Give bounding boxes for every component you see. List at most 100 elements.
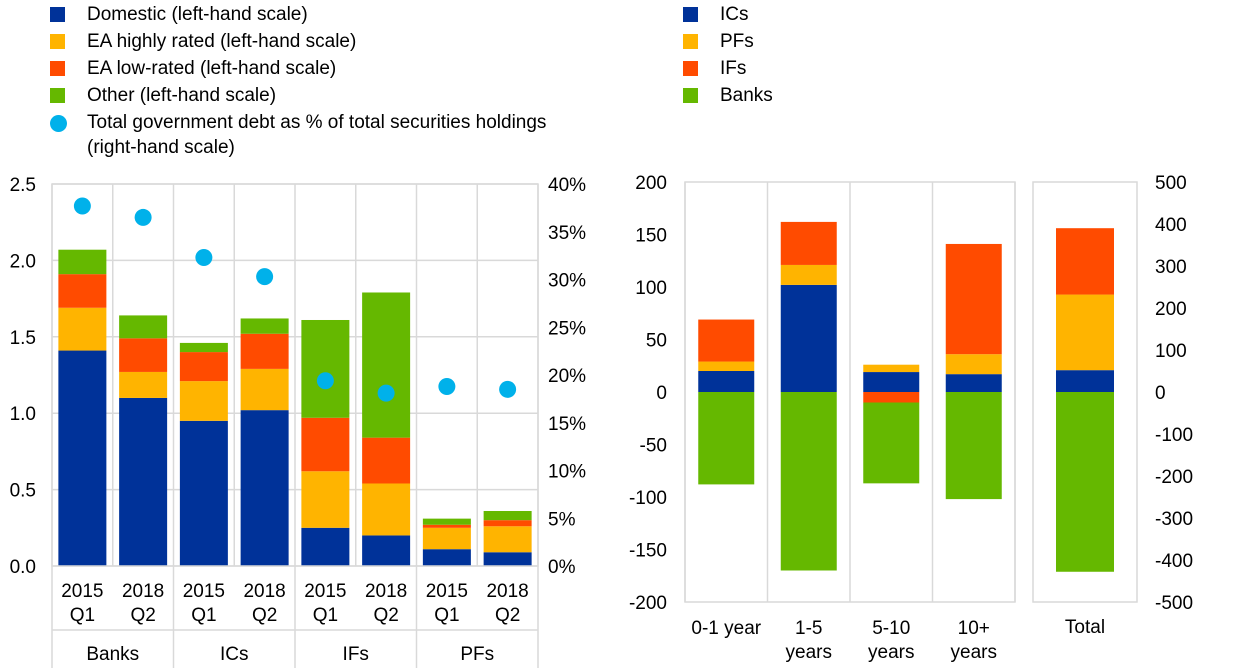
- y-axis-tick-label: 1.5: [10, 328, 36, 349]
- y-axis-tick-label: 0: [656, 383, 667, 404]
- bar-segment: [945, 374, 1002, 392]
- legend-swatch: [50, 61, 65, 76]
- bar-segment: [301, 417, 350, 472]
- scatter-point: [256, 268, 274, 286]
- bar-segment: [422, 524, 471, 528]
- bar-segment: [58, 350, 107, 566]
- bar-segment: [422, 527, 471, 550]
- bar-segment: [1056, 392, 1114, 572]
- bar-segment: [780, 392, 837, 571]
- legend-label: Other (left-hand scale): [87, 85, 277, 106]
- right-chart-legend: ICs PFs IFs Banks: [683, 2, 773, 108]
- scatter-point: [438, 377, 456, 395]
- y-axis-tick-label: 0.0: [10, 557, 36, 578]
- bar-segment: [362, 292, 411, 438]
- legend-swatch: [50, 88, 65, 103]
- right-legend-item: Banks: [683, 83, 773, 108]
- right-legend-item: PFs: [683, 29, 773, 54]
- bar-segment: [1056, 370, 1114, 392]
- bar-segment: [58, 249, 107, 275]
- bar-segment: [119, 371, 168, 398]
- legend-label: Total government debt as % of total secu…: [87, 112, 547, 158]
- scatter-point: [316, 372, 334, 390]
- x-axis-tick-label: 2015: [426, 581, 468, 602]
- x-axis-group-label: Banks: [86, 644, 139, 665]
- x-axis-tick-label: 2018: [486, 581, 528, 602]
- bar-segment: [179, 420, 228, 566]
- x-axis-tick-label: 5-10: [872, 618, 910, 639]
- x-axis-tick-label: Q2: [495, 605, 520, 626]
- y-axis-tick-label: 400: [1155, 215, 1187, 236]
- y-axis-tick-label: 50: [646, 331, 667, 352]
- bar-segment: [945, 354, 1002, 375]
- left-legend-item: Total government debt as % of total secu…: [50, 110, 546, 160]
- bar-segment: [362, 483, 411, 536]
- left-legend-item: Other (left-hand scale): [50, 83, 546, 108]
- y2-axis-tick-label: 40%: [548, 175, 586, 196]
- bar-segment: [240, 410, 289, 566]
- bar-segment: [483, 526, 532, 553]
- legend-label: EA low-rated (left-hand scale): [87, 58, 337, 79]
- bar-segment: [863, 392, 920, 403]
- x-axis-group-label: ICs: [220, 644, 249, 665]
- x-axis-tick-label: 2018: [243, 581, 285, 602]
- scatter-point: [73, 197, 91, 215]
- left-legend-item: Domestic (left-hand scale): [50, 2, 546, 27]
- bar-segment: [58, 274, 107, 308]
- bar-segment: [422, 549, 471, 566]
- bar-segment: [362, 535, 411, 566]
- bar-segment: [780, 284, 837, 392]
- y2-axis-tick-label: 20%: [548, 366, 586, 387]
- bar-segment: [119, 315, 168, 339]
- x-axis-tick-label: Q2: [373, 605, 398, 626]
- bar-segment: [863, 372, 920, 392]
- legend-label: EA highly rated (left-hand scale): [87, 31, 357, 52]
- x-axis-tick-label: Total: [1065, 617, 1105, 638]
- legend-label: Domestic (left-hand scale): [87, 4, 308, 25]
- bar-segment: [240, 333, 289, 369]
- bar-segment: [362, 437, 411, 484]
- bar-segment: [179, 381, 228, 421]
- x-axis-tick-label: Q2: [130, 605, 155, 626]
- bar-segment: [483, 520, 532, 527]
- y-axis-tick-label: -150: [629, 541, 667, 562]
- y2-axis-tick-label: 0%: [548, 557, 576, 578]
- y2-axis-tick-label: 5%: [548, 509, 576, 530]
- bar-segment: [119, 397, 168, 566]
- bar-segment: [945, 243, 1002, 355]
- bar-segment: [179, 342, 228, 353]
- bar-segment: [240, 318, 289, 334]
- x-axis-tick-label: 0-1 year: [691, 618, 761, 639]
- bar-segment: [483, 510, 532, 521]
- plot-frame: [1032, 181, 1138, 603]
- x-axis-tick-label: 2018: [365, 581, 407, 602]
- legend-label: PFs: [720, 31, 754, 52]
- y-axis-tick-label: -100: [629, 488, 667, 509]
- x-axis-tick-label: 1-5: [795, 618, 822, 639]
- y-axis-tick-label: 100: [1155, 341, 1187, 362]
- bar-segment: [698, 392, 755, 485]
- y2-axis-tick-label: 30%: [548, 271, 586, 292]
- x-axis-tick-label: Q1: [313, 605, 338, 626]
- legend-swatch: [50, 34, 65, 49]
- x-axis-group-label: IFs: [343, 644, 369, 665]
- x-axis-tick-label: Q2: [252, 605, 277, 626]
- bar-segment: [119, 338, 168, 372]
- legend-label: IFs: [720, 58, 747, 79]
- legend-swatch: [683, 88, 698, 103]
- bar-segment: [863, 364, 920, 373]
- bar-segment: [422, 518, 471, 525]
- legend-label: ICs: [720, 4, 749, 25]
- y-axis-tick-label: 0.5: [10, 481, 36, 502]
- x-axis-tick-label: years: [868, 642, 914, 663]
- bar-segment: [698, 371, 755, 392]
- y-axis-tick-label: 2.0: [10, 251, 36, 272]
- legend-circle-marker: [50, 115, 67, 132]
- x-axis-tick-label: Q1: [434, 605, 459, 626]
- y2-axis-tick-label: 35%: [548, 223, 586, 244]
- x-axis-tick-label: 2015: [304, 581, 346, 602]
- left-legend-item: EA highly rated (left-hand scale): [50, 29, 546, 54]
- y-axis-tick-label: 100: [635, 278, 667, 299]
- y-axis-tick-label: 2.5: [10, 175, 36, 196]
